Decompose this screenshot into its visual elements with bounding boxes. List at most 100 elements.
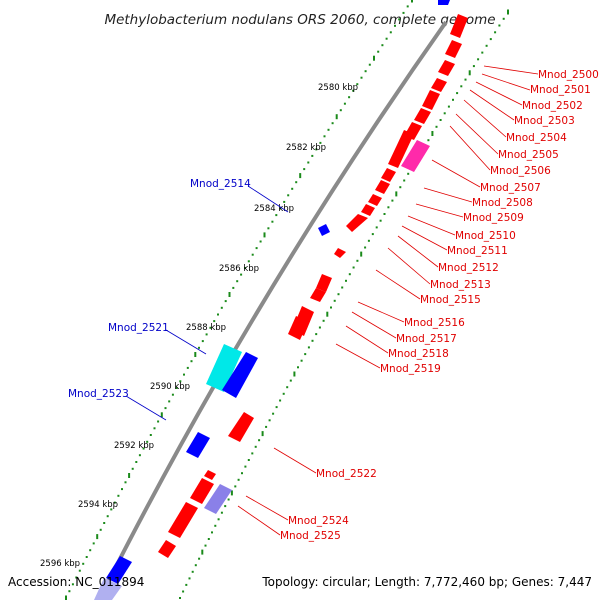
feature-mnod-2525[interactable] xyxy=(168,502,198,538)
feature-mnod-2511[interactable] xyxy=(361,204,375,216)
ruler-tick xyxy=(138,454,141,457)
label-mnod-2511[interactable]: Mnod_2511 xyxy=(447,245,508,257)
feature-mnod-2516[interactable] xyxy=(310,288,326,302)
feature-mnod-2521[interactable] xyxy=(206,344,242,392)
label-mnod-2502[interactable]: Mnod_2502 xyxy=(522,100,583,112)
ruler-tick xyxy=(227,498,230,501)
ruler-tick xyxy=(224,300,227,303)
label-mnod-2518[interactable]: Mnod_2518 xyxy=(388,348,449,360)
leader-mnod-2507 xyxy=(431,159,481,188)
tick-label-2590: 2590 kbp xyxy=(150,382,190,392)
label-mnod-2508[interactable]: Mnod_2508 xyxy=(472,197,533,209)
feature-mnod-2515[interactable] xyxy=(316,274,332,292)
gene-features xyxy=(94,0,468,600)
feature-mnod-2523[interactable] xyxy=(186,432,210,458)
ruler-tick xyxy=(205,333,208,336)
label-mnod-2503[interactable]: Mnod_2503 xyxy=(514,115,575,127)
feature-mnod-2504[interactable] xyxy=(422,90,440,110)
label-mnod-2516[interactable]: Mnod_2516 xyxy=(404,317,465,329)
leader-mnod-2505 xyxy=(455,113,499,155)
ruler-tick xyxy=(75,576,78,579)
feature-mnod-2503[interactable] xyxy=(431,78,447,92)
ruler-tick xyxy=(220,306,223,309)
feature-mnod-2505[interactable] xyxy=(414,108,431,124)
feature-mnod-2501[interactable] xyxy=(445,40,462,58)
ruler-tick xyxy=(460,85,463,88)
label-mnod-2505[interactable]: Mnod_2505 xyxy=(498,149,559,161)
feature-mnod-2510[interactable] xyxy=(368,194,382,206)
label-mnod-2521[interactable]: Mnod_2521 xyxy=(108,322,169,334)
tick-label-2584: 2584 kbp xyxy=(254,204,294,214)
ruler-tick xyxy=(263,232,266,238)
label-mnod-2515[interactable]: Mnod_2515 xyxy=(420,294,481,306)
label-mnod-2519[interactable]: Mnod_2519 xyxy=(380,363,441,375)
leader-mnod-2516 xyxy=(357,301,405,323)
leader-mnod-2504 xyxy=(463,99,507,138)
feature-mnod-2522[interactable] xyxy=(228,412,254,442)
label-mnod-2510[interactable]: Mnod_2510 xyxy=(455,230,516,242)
ruler-tick xyxy=(65,595,67,600)
tick-label-2596: 2596 kbp xyxy=(40,559,80,569)
feature-mnod-2513[interactable] xyxy=(334,248,346,258)
accession-label: Accession: NC_011894 xyxy=(8,575,144,589)
feature-reverse-bottom[interactable] xyxy=(106,556,132,584)
label-mnod-2525[interactable]: Mnod_2525 xyxy=(280,530,341,542)
ruler-tick xyxy=(279,207,282,210)
ruler-tick xyxy=(164,407,167,410)
ruler-tick xyxy=(241,472,243,475)
leader-mnod-2503 xyxy=(469,89,515,121)
feature-mnod-2502[interactable] xyxy=(438,60,455,76)
ruler-tick xyxy=(103,522,106,524)
ruler-tick xyxy=(179,597,181,599)
label-mnod-2513[interactable]: Mnod_2513 xyxy=(430,279,491,291)
feature-mnod-2514[interactable] xyxy=(318,224,330,236)
ruler-tick xyxy=(402,11,405,14)
label-mnod-2506[interactable]: Mnod_2506 xyxy=(490,165,551,177)
ruler-tick xyxy=(194,352,197,357)
ruler-tick xyxy=(343,102,346,105)
feature-mnod-2524b[interactable] xyxy=(190,478,214,504)
label-mnod-2500[interactable]: Mnod_2500 xyxy=(538,69,599,81)
label-mnod-2517[interactable]: Mnod_2517 xyxy=(396,333,457,345)
ruler-tick xyxy=(295,181,298,184)
feature-mnod-2524[interactable] xyxy=(204,484,232,514)
feature-mnod-2506b[interactable] xyxy=(388,130,414,168)
ruler-tick xyxy=(268,419,271,422)
tick-label-2586: 2586 kbp xyxy=(219,264,259,274)
leader-mnod-2524 xyxy=(245,495,289,521)
label-mnod-2514[interactable]: Mnod_2514 xyxy=(190,178,251,190)
feature-mnod-2509[interactable] xyxy=(375,180,390,194)
feature-reverse-top[interactable] xyxy=(438,0,450,5)
ruler-tick xyxy=(68,590,71,593)
feature-mnod-2520[interactable] xyxy=(222,352,258,398)
label-mnod-2501[interactable]: Mnod_2501 xyxy=(530,84,591,96)
feature-mnod-2507[interactable] xyxy=(401,140,430,172)
label-mnod-2522[interactable]: Mnod_2522 xyxy=(316,468,377,480)
label-mnod-2504[interactable]: Mnod_2504 xyxy=(506,132,567,144)
ruler-tick xyxy=(407,172,410,175)
ruler-tick xyxy=(282,392,285,395)
ruler-tick xyxy=(311,154,314,157)
ruler-tick xyxy=(411,0,413,3)
ruler-tick xyxy=(507,9,509,15)
label-mnod-2507[interactable]: Mnod_2507 xyxy=(480,182,541,194)
ruler-tick xyxy=(330,306,332,309)
ruler-tick xyxy=(307,346,310,349)
feature-mnod-2508[interactable] xyxy=(381,168,396,182)
feature-mnod-2500[interactable] xyxy=(450,14,468,38)
ruler-tick xyxy=(315,333,318,336)
map-title: Methylobacterium nodulans ORS 2060, comp… xyxy=(104,12,495,28)
ruler-tick xyxy=(371,233,374,236)
leader-mnod-2519 xyxy=(335,343,381,369)
feature-violet-bottom[interactable] xyxy=(94,578,122,600)
label-mnod-2524[interactable]: Mnod_2524 xyxy=(288,515,349,527)
feature-mnod-2512[interactable] xyxy=(346,214,368,232)
ruler-tick xyxy=(431,131,434,136)
label-mnod-2523[interactable]: Mnod_2523 xyxy=(68,388,129,400)
ruler-tick xyxy=(287,194,290,197)
feature-mnod-2526[interactable] xyxy=(158,540,176,558)
feature-mnod-2524-red[interactable] xyxy=(204,470,216,480)
feature-mnod-2518[interactable] xyxy=(288,316,308,340)
label-mnod-2512[interactable]: Mnod_2512 xyxy=(438,262,499,274)
label-mnod-2509[interactable]: Mnod_2509 xyxy=(463,212,524,224)
